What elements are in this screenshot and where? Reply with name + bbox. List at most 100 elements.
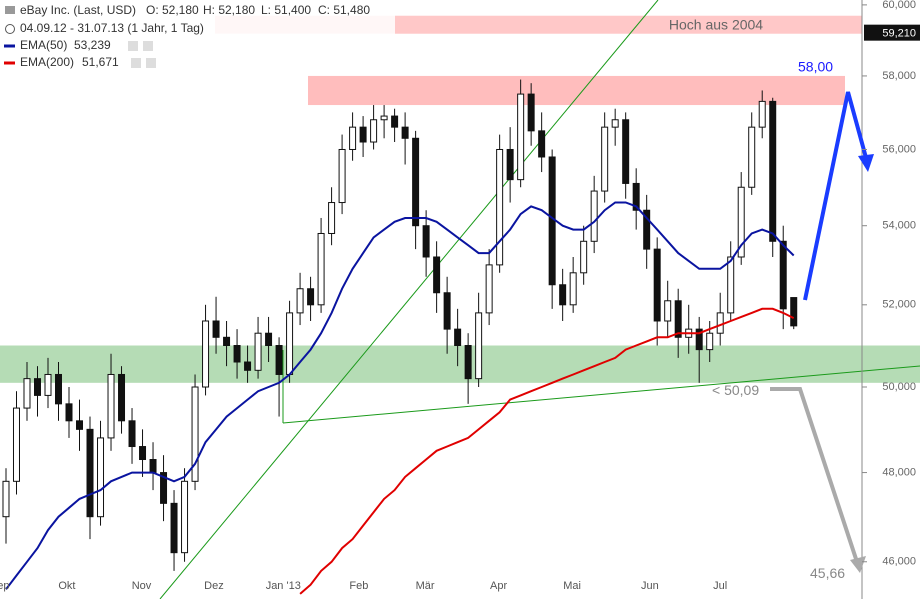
candle-body bbox=[33, 378, 41, 396]
candle-body bbox=[706, 332, 714, 351]
icon[interactable] bbox=[131, 58, 141, 68]
y-tick-label: 54,000 bbox=[882, 220, 916, 232]
arrow bbox=[770, 387, 860, 566]
candle-body bbox=[76, 420, 84, 430]
candle-body bbox=[569, 272, 577, 306]
candle-body bbox=[107, 373, 115, 439]
x-tick-label: Jun bbox=[641, 580, 659, 592]
candle-body bbox=[244, 361, 252, 371]
candle-body bbox=[370, 119, 378, 143]
candle-body bbox=[233, 345, 241, 363]
candle-body bbox=[622, 119, 630, 184]
candle-body bbox=[391, 115, 399, 128]
trendline bbox=[159, 0, 659, 599]
trendline bbox=[282, 365, 920, 424]
ohlc-label: H: 52,180 bbox=[203, 3, 255, 17]
candle-body bbox=[128, 420, 136, 448]
candle-body bbox=[664, 300, 672, 322]
x-tick-label: Apr bbox=[490, 580, 507, 592]
candle-body bbox=[296, 288, 304, 314]
candle-body bbox=[23, 378, 31, 409]
candle-body bbox=[727, 256, 735, 314]
icon bbox=[5, 6, 15, 14]
candle-body bbox=[401, 126, 409, 139]
ohlc-label: C: 51,480 bbox=[318, 3, 370, 17]
candle-body bbox=[433, 256, 441, 294]
candle-body bbox=[170, 502, 178, 554]
x-tick-label: Jul bbox=[713, 580, 727, 592]
candle-body bbox=[12, 407, 20, 482]
annotation: 58,00 bbox=[798, 59, 833, 75]
candle-body bbox=[779, 240, 787, 310]
candle-body bbox=[86, 428, 94, 518]
candle-body bbox=[275, 345, 283, 375]
y-tick-label: 48,000 bbox=[882, 466, 916, 478]
candle-body bbox=[338, 148, 346, 204]
candle-body bbox=[65, 403, 73, 422]
candle-body bbox=[548, 156, 556, 286]
icon[interactable] bbox=[143, 41, 153, 51]
candle-body bbox=[317, 232, 325, 306]
y-tick-label: 56,000 bbox=[882, 143, 916, 155]
x-tick-label: Jan '13 bbox=[266, 580, 301, 592]
candle-body bbox=[254, 332, 262, 371]
y-tick-label: 52,000 bbox=[882, 299, 916, 311]
x-tick-label: Sep bbox=[0, 580, 9, 592]
candle-body bbox=[97, 437, 105, 518]
candle-body bbox=[181, 480, 189, 554]
candle-body bbox=[223, 336, 231, 347]
candle-body bbox=[475, 312, 483, 380]
zone-label: Hoch aus 2004 bbox=[669, 16, 763, 32]
candle-body bbox=[380, 115, 388, 121]
y-tick-label: 58,000 bbox=[882, 70, 916, 82]
candle-body bbox=[538, 130, 546, 158]
candle-body bbox=[517, 93, 525, 181]
candle-body bbox=[674, 300, 682, 338]
candle-body bbox=[601, 126, 609, 192]
candle-body bbox=[328, 202, 336, 234]
candle-body bbox=[454, 328, 462, 347]
candle-body bbox=[2, 480, 10, 518]
candle-body bbox=[149, 459, 157, 474]
candle-body bbox=[160, 472, 168, 504]
candle-body bbox=[55, 373, 63, 405]
candle-body bbox=[496, 148, 504, 266]
candle-body bbox=[769, 100, 777, 242]
y-tick-label: 46,000 bbox=[882, 556, 916, 568]
candle-body bbox=[716, 312, 724, 334]
x-tick-label: Okt bbox=[58, 580, 75, 592]
icon[interactable] bbox=[128, 41, 138, 51]
candle-body bbox=[349, 126, 357, 150]
candle-body bbox=[758, 100, 766, 128]
x-tick-label: Mai bbox=[563, 580, 581, 592]
arrow-head bbox=[850, 556, 866, 573]
candle-body bbox=[422, 225, 430, 258]
candle-body bbox=[118, 373, 126, 422]
x-tick-label: Nov bbox=[132, 580, 152, 592]
icon bbox=[5, 24, 15, 34]
candle-body bbox=[265, 332, 273, 347]
candle-body bbox=[191, 386, 199, 482]
period: 04.09.12 - 31.07.13 (1 Jahr, 1 Tag) bbox=[20, 21, 204, 35]
candle-body bbox=[748, 126, 756, 188]
candle-body bbox=[527, 93, 535, 132]
icon[interactable] bbox=[146, 58, 156, 68]
candle-body bbox=[139, 446, 147, 461]
candle-body bbox=[202, 320, 210, 388]
candle-body bbox=[307, 288, 315, 306]
candle-body bbox=[485, 264, 493, 314]
candle-body bbox=[653, 248, 661, 322]
zone bbox=[0, 345, 920, 383]
candle-body bbox=[559, 284, 567, 306]
candle-body bbox=[412, 137, 420, 227]
candle-body bbox=[632, 182, 640, 211]
annotation: 45,66 bbox=[810, 565, 845, 581]
candle-body bbox=[286, 312, 294, 375]
candle-body bbox=[359, 126, 367, 143]
candle-body bbox=[695, 328, 703, 351]
price-badge-label: 59,210 bbox=[882, 28, 916, 40]
ohlc-label: L: 51,400 bbox=[261, 3, 311, 17]
x-tick-label: Feb bbox=[349, 580, 368, 592]
ema-line bbox=[5, 201, 795, 590]
